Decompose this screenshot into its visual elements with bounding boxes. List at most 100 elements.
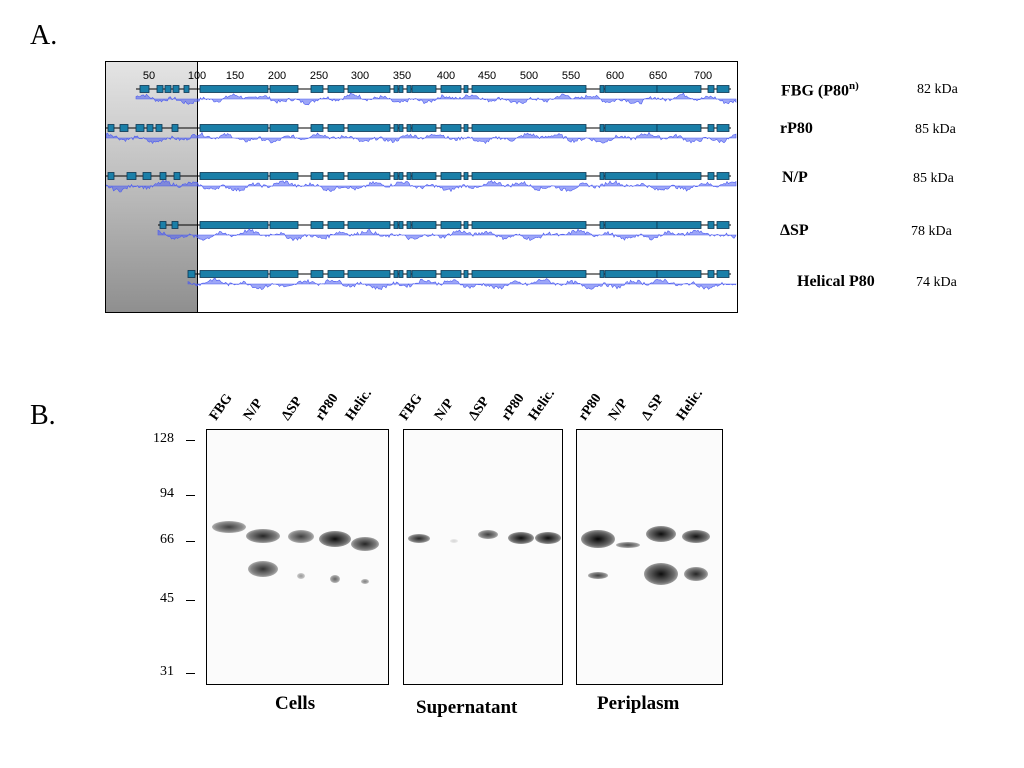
hydropathy-plot — [157, 228, 737, 242]
ruler-tick-150: 150 — [225, 70, 245, 82]
domain-block — [471, 221, 587, 229]
protein-band — [319, 531, 351, 547]
construct-name-text: N/P — [782, 169, 808, 186]
domain-block — [411, 85, 437, 93]
domain-block — [173, 172, 181, 180]
domain-block — [716, 221, 730, 229]
domain-block — [411, 221, 437, 229]
domain-block — [471, 172, 587, 180]
lane-label: N/P — [431, 396, 458, 424]
domain-block — [406, 85, 412, 93]
domain-block — [707, 172, 715, 180]
domain-block — [107, 172, 115, 180]
domain-block — [135, 124, 145, 132]
lane-label: ΔSP — [465, 394, 493, 424]
mw-tick — [186, 495, 195, 496]
lane-label: N/P — [605, 396, 632, 424]
construct-name-text: ΔSP — [780, 222, 809, 239]
domain-block — [463, 85, 469, 93]
domain-block — [199, 221, 269, 229]
construct-name-text: Helical P80 — [797, 273, 875, 290]
gel-cells — [206, 429, 389, 685]
domain-block — [310, 221, 324, 229]
domain-block — [440, 270, 462, 278]
mw-marker-128: 128 — [153, 431, 174, 446]
ruler-tick-650: 650 — [648, 70, 668, 82]
domain-block — [463, 270, 469, 278]
mw-marker-31: 31 — [160, 664, 174, 679]
construct-name-text: rP80 — [780, 120, 813, 137]
construct-track-0 — [135, 85, 737, 106]
construct-track-2 — [106, 172, 737, 193]
construct-track-4 — [187, 270, 737, 291]
protein-band — [588, 571, 608, 579]
domain-block — [310, 124, 324, 132]
protein-band — [644, 563, 678, 585]
ruler-tick-250: 250 — [309, 70, 329, 82]
domain-block — [599, 172, 605, 180]
construct-size-3: 78 kDa — [911, 224, 952, 239]
domain-block — [406, 270, 412, 278]
protein-band — [478, 529, 498, 539]
domain-block — [707, 124, 715, 132]
protein-band — [684, 567, 708, 581]
protein-band — [646, 526, 676, 542]
domain-block — [463, 172, 469, 180]
domain-block — [604, 221, 658, 229]
domain-block — [310, 85, 324, 93]
domain-block — [707, 270, 715, 278]
domain-block — [171, 221, 179, 229]
construct-name-0: FBG (P80n) — [781, 80, 859, 100]
domain-block — [146, 124, 154, 132]
mw-marker-66: 66 — [160, 532, 174, 547]
protein-band — [682, 529, 710, 543]
lane-label: N/P — [240, 396, 267, 424]
lane-label: ΔSP — [278, 394, 306, 424]
protein-band — [450, 539, 458, 543]
domain-block — [604, 172, 658, 180]
domain-block — [107, 124, 115, 132]
domain-block — [599, 221, 605, 229]
domain-block — [599, 124, 605, 132]
ruler-tick-350: 350 — [392, 70, 412, 82]
lane-label: rP80 — [312, 391, 342, 424]
construct-size-2: 85 kDa — [913, 171, 954, 186]
domain-block — [269, 124, 299, 132]
mw-marker-45: 45 — [160, 591, 174, 606]
domain-block — [327, 85, 345, 93]
domain-block — [656, 221, 702, 229]
domain-block — [393, 172, 399, 180]
mw-marker-94: 94 — [160, 486, 174, 501]
domain-block — [164, 85, 172, 93]
domain-block — [126, 172, 137, 180]
construct-name-1: rP80 — [780, 120, 813, 138]
domain-block — [327, 270, 345, 278]
domain-block — [440, 172, 462, 180]
construct-name-2: N/P — [782, 169, 808, 187]
hydropathy-plot — [187, 277, 737, 291]
protein-band — [246, 529, 280, 543]
domain-block — [440, 221, 462, 229]
domain-block — [411, 270, 437, 278]
construct-size-1: 85 kDa — [915, 122, 956, 137]
domain-block — [347, 124, 391, 132]
domain-block — [199, 85, 269, 93]
protein-band — [351, 537, 379, 551]
protein-band — [535, 532, 561, 544]
domain-block — [347, 221, 391, 229]
mw-tick — [186, 440, 195, 441]
domain-block — [183, 85, 190, 93]
domain-block — [269, 270, 299, 278]
construct-track-3 — [157, 221, 737, 242]
domain-block — [440, 124, 462, 132]
lane-label: Helic. — [342, 386, 376, 424]
domain-block — [139, 85, 150, 93]
domain-block — [172, 85, 180, 93]
domain-block — [199, 172, 269, 180]
gel-title-supernatant: Supernatant — [416, 697, 518, 718]
domain-block — [398, 221, 404, 229]
domain-block — [707, 85, 715, 93]
domain-block — [604, 124, 658, 132]
lane-label: FBG — [396, 391, 426, 424]
domain-block — [471, 85, 587, 93]
